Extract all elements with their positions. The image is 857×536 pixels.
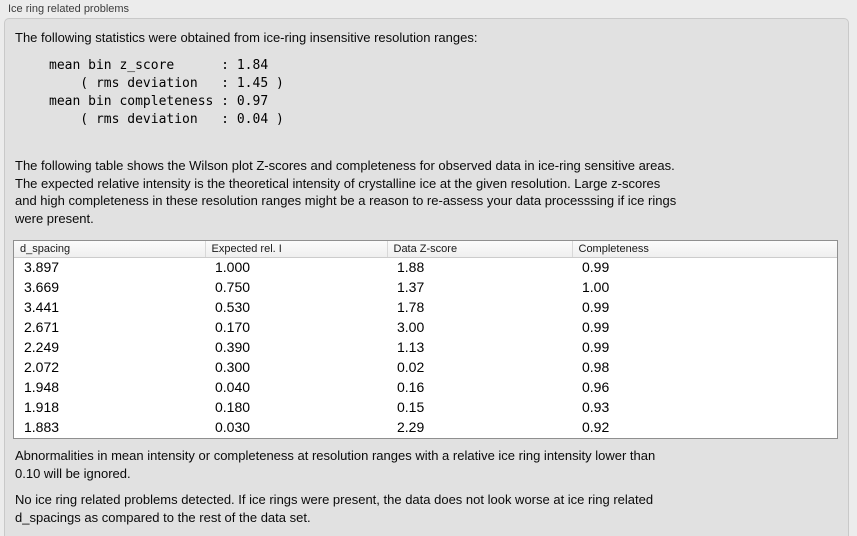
cell-data-z-score: 1.37 — [397, 279, 425, 295]
cell-expected-rel-i: 0.300 — [215, 359, 251, 375]
table-row[interactable]: 2.249 0.390 1.13 0.99 — [14, 337, 837, 357]
ice-ring-panel: The following statistics were obtained f… — [4, 18, 849, 536]
table-row[interactable]: 1.918 0.180 0.15 0.93 — [14, 397, 837, 417]
cell-completeness: 1.00 — [582, 279, 610, 295]
table-row[interactable]: 1.948 0.040 0.16 0.96 — [14, 377, 837, 397]
table-row[interactable]: 1.883 0.030 2.29 0.92 — [14, 417, 837, 437]
cell-d-spacing: 2.249 — [24, 339, 60, 355]
cell-expected-rel-i: 0.040 — [215, 379, 251, 395]
cell-data-z-score: 1.13 — [397, 339, 425, 355]
cell-completeness: 0.98 — [582, 359, 610, 375]
cell-completeness: 0.92 — [582, 419, 610, 435]
intro-text: The following statistics were obtained f… — [15, 30, 478, 45]
cell-completeness: 0.99 — [582, 259, 610, 276]
stats-block: mean bin z_score : 1.84 ( rms deviation … — [49, 58, 284, 127]
cell-data-z-score: 1.88 — [397, 259, 425, 276]
cell-d-spacing: 3.441 — [24, 299, 60, 315]
cell-data-z-score: 3.00 — [397, 319, 425, 335]
cell-data-z-score: 2.29 — [397, 419, 425, 435]
table-description: The following table shows the Wilson plo… — [15, 158, 677, 226]
table-header-row: d_spacing Expected rel. I Data Z-score C… — [14, 241, 837, 258]
cell-completeness: 0.93 — [582, 399, 610, 415]
cell-data-z-score: 0.16 — [397, 379, 425, 395]
ice-ring-table-grid: d_spacing Expected rel. I Data Z-score C… — [14, 241, 837, 437]
column-header-d-spacing[interactable]: d_spacing — [14, 241, 205, 258]
table-row[interactable]: 3.669 0.750 1.37 1.00 — [14, 277, 837, 297]
cell-d-spacing: 3.897 — [24, 259, 60, 276]
cell-d-spacing: 1.883 — [24, 419, 60, 435]
cell-expected-rel-i: 0.390 — [215, 339, 251, 355]
cell-expected-rel-i: 0.180 — [215, 399, 251, 415]
cell-completeness: 0.99 — [582, 339, 610, 355]
cell-data-z-score: 0.02 — [397, 359, 425, 375]
column-header-expected-rel-i[interactable]: Expected rel. I — [204, 241, 387, 258]
cell-data-z-score: 0.15 — [397, 399, 425, 415]
cell-expected-rel-i: 0.750 — [215, 279, 251, 295]
cell-d-spacing: 2.072 — [24, 359, 60, 375]
table-row[interactable]: 2.072 0.300 0.02 0.98 — [14, 357, 837, 377]
table-row[interactable]: 3.897 1.000 1.88 0.99 — [14, 257, 837, 277]
ice-ring-table: d_spacing Expected rel. I Data Z-score C… — [13, 240, 838, 439]
column-header-data-z-score[interactable]: Data Z-score — [386, 241, 572, 258]
table-row[interactable]: 3.441 0.530 1.78 0.99 — [14, 297, 837, 317]
group-box-title: Ice ring related problems — [8, 3, 130, 15]
cell-completeness: 0.99 — [582, 299, 610, 315]
ignore-note: Abnormalities in mean intensity or compl… — [15, 448, 656, 481]
cell-completeness: 0.99 — [582, 319, 610, 335]
cell-data-z-score: 1.78 — [397, 299, 425, 315]
cell-expected-rel-i: 0.530 — [215, 299, 251, 315]
conclusion-text: No ice ring related problems detected. I… — [15, 492, 654, 525]
cell-expected-rel-i: 0.170 — [215, 319, 251, 335]
column-header-completeness[interactable]: Completeness — [571, 241, 837, 258]
cell-expected-rel-i: 1.000 — [215, 259, 251, 276]
cell-d-spacing: 1.918 — [24, 399, 60, 415]
cell-expected-rel-i: 0.030 — [215, 419, 251, 435]
table-row[interactable]: 2.671 0.170 3.00 0.99 — [14, 317, 837, 337]
cell-d-spacing: 1.948 — [24, 379, 60, 395]
cell-d-spacing: 2.671 — [24, 319, 60, 335]
cell-d-spacing: 3.669 — [24, 279, 60, 295]
cell-completeness: 0.96 — [582, 379, 610, 395]
